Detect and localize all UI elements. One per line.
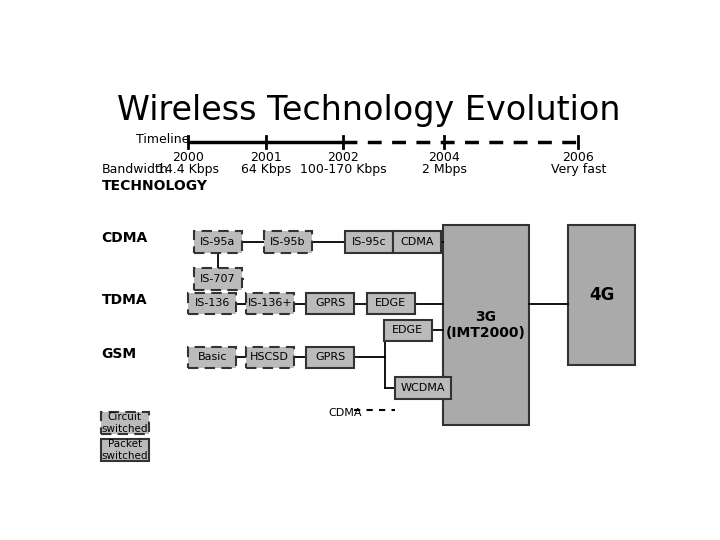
FancyBboxPatch shape — [101, 412, 149, 434]
Text: Very fast: Very fast — [551, 164, 606, 177]
FancyBboxPatch shape — [246, 347, 294, 368]
Text: 14.4 Kbps: 14.4 Kbps — [158, 164, 220, 177]
Text: EDGE: EDGE — [392, 326, 423, 335]
Text: Basic: Basic — [198, 353, 228, 362]
Text: Circuit
switched: Circuit switched — [102, 412, 148, 434]
Text: GSM: GSM — [102, 347, 137, 361]
FancyBboxPatch shape — [444, 225, 528, 425]
Text: CDMA: CDMA — [400, 237, 433, 247]
Text: IS-95b: IS-95b — [270, 237, 305, 247]
Text: 2004: 2004 — [428, 151, 460, 164]
FancyBboxPatch shape — [189, 293, 236, 314]
Text: TECHNOLOGY: TECHNOLOGY — [102, 179, 207, 193]
FancyBboxPatch shape — [194, 268, 242, 289]
Text: GPRS: GPRS — [315, 353, 346, 362]
Text: IS-707: IS-707 — [200, 274, 235, 284]
Text: IS-136+: IS-136+ — [248, 299, 292, 308]
FancyBboxPatch shape — [395, 377, 451, 399]
FancyBboxPatch shape — [345, 231, 393, 253]
Text: IS-95a: IS-95a — [200, 237, 235, 247]
Text: 2002: 2002 — [328, 151, 359, 164]
FancyBboxPatch shape — [306, 293, 354, 314]
FancyBboxPatch shape — [246, 293, 294, 314]
FancyBboxPatch shape — [393, 231, 441, 253]
FancyBboxPatch shape — [568, 225, 635, 365]
FancyBboxPatch shape — [189, 347, 236, 368]
FancyBboxPatch shape — [101, 439, 149, 461]
Text: Wireless Technology Evolution: Wireless Technology Evolution — [117, 94, 621, 127]
Text: 4G: 4G — [589, 286, 614, 304]
Text: CDMA: CDMA — [329, 408, 362, 418]
Text: 2006: 2006 — [562, 151, 594, 164]
Text: 2000: 2000 — [173, 151, 204, 164]
FancyBboxPatch shape — [366, 293, 415, 314]
Text: 3G
(IMT2000): 3G (IMT2000) — [446, 310, 526, 340]
Text: 2 Mbps: 2 Mbps — [422, 164, 467, 177]
Text: GPRS: GPRS — [315, 299, 346, 308]
Text: TDMA: TDMA — [102, 293, 148, 307]
Text: 64 Kbps: 64 Kbps — [241, 164, 291, 177]
FancyBboxPatch shape — [306, 347, 354, 368]
Text: Bandwidth: Bandwidth — [102, 164, 168, 177]
Text: 2001: 2001 — [250, 151, 282, 164]
Text: 100-170 Kbps: 100-170 Kbps — [300, 164, 387, 177]
FancyBboxPatch shape — [384, 320, 432, 341]
FancyBboxPatch shape — [194, 231, 242, 253]
Text: Packet
switched: Packet switched — [102, 439, 148, 461]
Text: WCDMA: WCDMA — [401, 383, 446, 393]
Text: IS-95c: IS-95c — [351, 237, 387, 247]
Text: Timeline: Timeline — [137, 133, 190, 146]
Text: CDMA: CDMA — [102, 231, 148, 245]
Text: IS-136: IS-136 — [195, 299, 230, 308]
Text: HSCSD: HSCSD — [251, 353, 289, 362]
Text: EDGE: EDGE — [375, 299, 406, 308]
FancyBboxPatch shape — [264, 231, 312, 253]
